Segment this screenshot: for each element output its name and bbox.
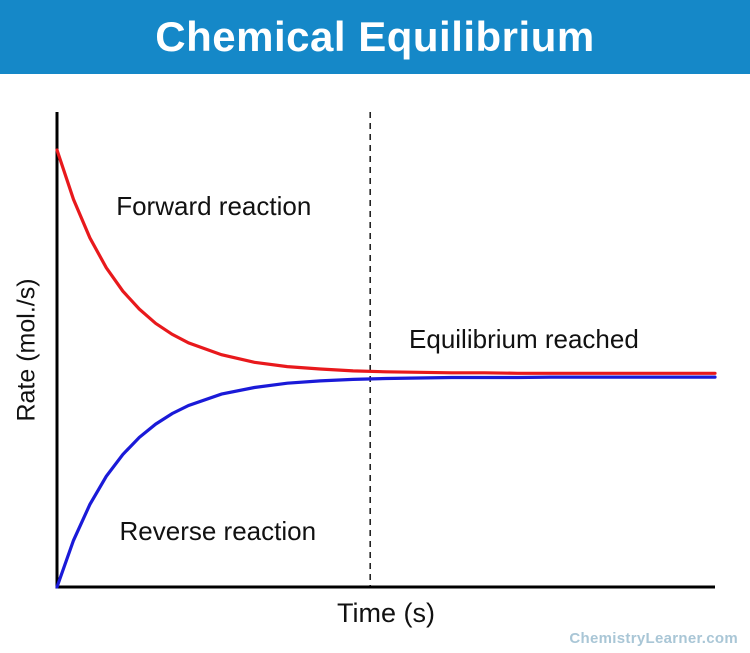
series-forward-reaction	[55, 148, 717, 375]
label-forward-reaction: Forward reaction	[116, 190, 312, 221]
x-axis-label: Time (s)	[337, 598, 435, 628]
y-axis-label: Rate (mol./s)	[12, 278, 41, 422]
watermark: ChemistryLearner.com	[569, 630, 738, 647]
series-reverse-reaction	[55, 375, 717, 589]
title-banner: Chemical Equilibrium	[0, 0, 750, 74]
page-title: Chemical Equilibrium	[155, 13, 595, 60]
chart-area: Forward reaction Reverse reaction Equili…	[0, 74, 750, 653]
plot-svg	[55, 112, 717, 589]
label-equilibrium-reached: Equilibrium reached	[409, 323, 639, 354]
label-reverse-reaction: Reverse reaction	[119, 516, 317, 547]
